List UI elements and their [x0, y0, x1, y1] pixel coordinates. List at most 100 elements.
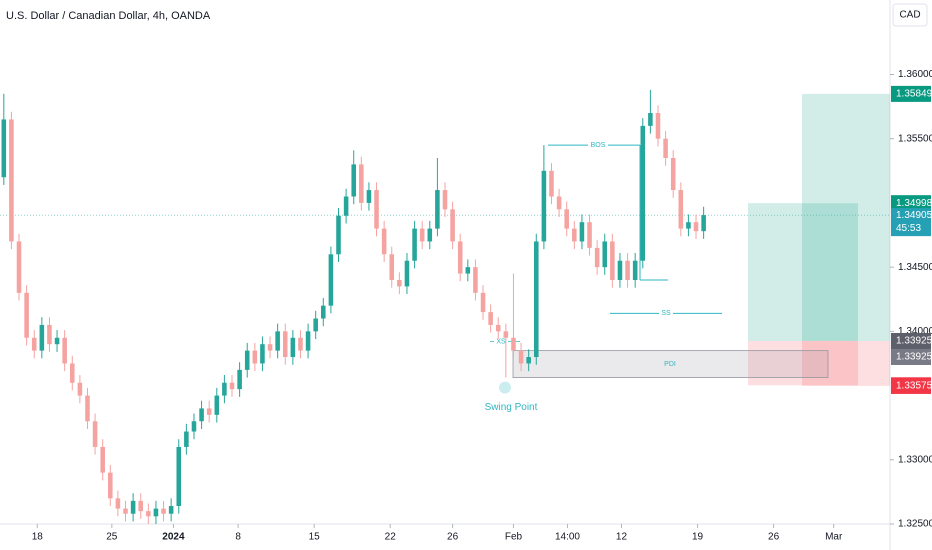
candle-body [556, 196, 562, 210]
stop-tag: 1.33575 [896, 381, 932, 392]
candle-body [85, 395, 90, 422]
y-tick-label: 1.34500 [898, 262, 932, 273]
chart-title: U.S. Dollar / Canadian Dollar, 4h, OANDA [6, 10, 211, 22]
target-tag: 1.34998 [896, 198, 932, 209]
candle-body [397, 279, 402, 287]
candle-body [313, 318, 318, 332]
candle-body [290, 337, 296, 358]
candle-body [404, 260, 410, 287]
candle-body [191, 421, 197, 432]
candle-body [282, 331, 288, 358]
candle-body [31, 337, 37, 351]
currency-button[interactable] [892, 3, 928, 27]
pdi-label: PDI [664, 361, 676, 368]
candle-body [206, 408, 212, 415]
candle-body [640, 125, 646, 261]
entry-tag-bg [891, 332, 931, 349]
candle-body [298, 337, 303, 351]
candle-body [168, 506, 174, 514]
candle-body [686, 222, 691, 229]
candle-body [594, 247, 600, 268]
candle-body [351, 164, 356, 197]
candle-body [655, 113, 661, 139]
candle-body [480, 292, 486, 313]
candle-body [130, 500, 136, 514]
x-tick-label: 25 [106, 532, 118, 543]
candle-body [412, 228, 417, 261]
x-tick-label: Feb [505, 532, 523, 543]
candle-body [518, 350, 524, 364]
x-tick-label: 22 [385, 532, 397, 543]
stop-tag-bg [891, 377, 931, 394]
candle-body [237, 369, 242, 390]
candle-body [176, 446, 182, 507]
candle-body [62, 337, 67, 364]
candle-body [526, 357, 531, 364]
candle-body [343, 196, 349, 216]
candle-body [632, 260, 638, 280]
candle-body [488, 312, 493, 325]
candle-body [572, 228, 577, 242]
x-tick-label: 18 [32, 532, 44, 543]
candle-body [579, 222, 585, 242]
candle-body [564, 209, 569, 229]
candle-body [146, 511, 151, 517]
candle-body [184, 431, 189, 447]
candle-body [617, 260, 623, 280]
candle-body [275, 331, 280, 351]
x-tick-label: 26 [447, 532, 459, 543]
bos-label: BOS [591, 142, 606, 149]
candle-body [625, 260, 630, 280]
candle-body [77, 382, 83, 396]
candle-body [534, 241, 539, 358]
candle-body [701, 215, 706, 232]
candle-body [108, 472, 113, 499]
x-tick-label: 2024 [162, 532, 185, 543]
candle-body [138, 500, 144, 512]
candle-body [92, 421, 98, 447]
last-price-tag-bg [891, 208, 931, 237]
candle-body [54, 337, 60, 345]
candle-body [16, 241, 22, 293]
position-stop-zone [802, 340, 890, 386]
candle-body [39, 324, 45, 351]
candle-body [161, 508, 166, 514]
candle-body [549, 170, 554, 197]
x-tick-label: Mar [825, 532, 843, 543]
swing-point-label: Swing Point [485, 402, 538, 413]
last-price-tag: 1.34905 [896, 210, 932, 221]
candle-body [336, 215, 341, 255]
x-tick-label: 19 [692, 532, 704, 543]
ss-label: SS [661, 310, 671, 317]
entry-tag: 1.33925 [896, 336, 932, 347]
candle-body [670, 157, 676, 191]
candle-body [541, 170, 547, 242]
candle-body [511, 337, 516, 351]
candle-body [602, 241, 608, 268]
y-tick-label: 1.33000 [898, 454, 932, 465]
candle-body [100, 446, 105, 473]
candle-body [381, 228, 387, 255]
candle-body [24, 292, 29, 338]
candle-body [244, 350, 250, 370]
pdi-zone [512, 350, 829, 378]
y-tick-label: 1.32500 [898, 519, 932, 530]
y-tick-label: 1.34000 [898, 326, 932, 337]
candle-body [305, 331, 311, 351]
countdown: 45:53 [896, 223, 921, 234]
candle-body [465, 267, 471, 274]
candle-body [648, 113, 653, 126]
candle-body [427, 228, 433, 242]
currency-label: CAD [899, 10, 920, 21]
x-tick-label: 26 [768, 532, 780, 543]
candle-body [693, 222, 699, 232]
x-tick-label: 14:00 [555, 532, 580, 543]
candle-body [389, 254, 395, 280]
candle-body [252, 350, 258, 364]
swing-point-marker [499, 381, 511, 394]
candle-body [610, 241, 615, 280]
ss-label-bg [659, 308, 673, 319]
candle-body [69, 363, 75, 383]
